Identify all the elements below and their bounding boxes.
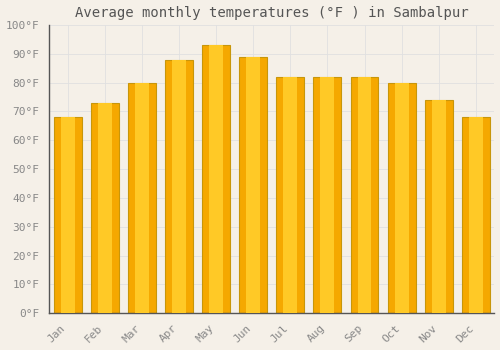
Bar bbox=[165, 60, 193, 313]
Bar bbox=[462, 117, 490, 313]
Bar bbox=[60, 117, 74, 313]
Bar bbox=[469, 117, 483, 313]
Bar bbox=[394, 83, 408, 313]
Bar bbox=[284, 77, 298, 313]
Bar bbox=[240, 57, 267, 313]
Bar bbox=[388, 83, 415, 313]
Bar bbox=[425, 100, 452, 313]
Bar bbox=[128, 83, 156, 313]
Title: Average monthly temperatures (°F ) in Sambalpur: Average monthly temperatures (°F ) in Sa… bbox=[75, 6, 468, 20]
Bar bbox=[350, 77, 378, 313]
Bar bbox=[98, 103, 112, 313]
Bar bbox=[135, 83, 149, 313]
Bar bbox=[432, 100, 446, 313]
Bar bbox=[276, 77, 304, 313]
Bar bbox=[209, 45, 223, 313]
Bar bbox=[320, 77, 334, 313]
Bar bbox=[314, 77, 342, 313]
Bar bbox=[358, 77, 372, 313]
Bar bbox=[91, 103, 118, 313]
Bar bbox=[246, 57, 260, 313]
Bar bbox=[202, 45, 230, 313]
Bar bbox=[172, 60, 186, 313]
Bar bbox=[54, 117, 82, 313]
